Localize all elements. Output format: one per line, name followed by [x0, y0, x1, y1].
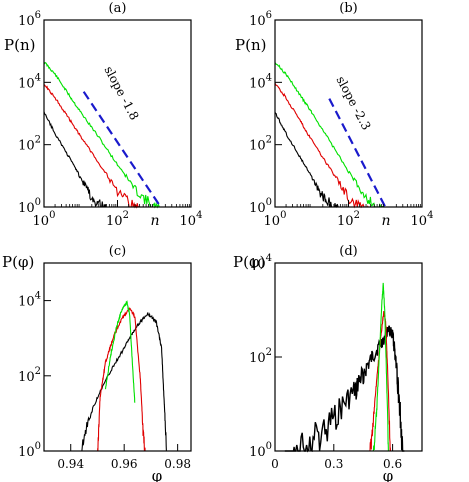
series-line: [274, 82, 371, 209]
panel-label: (a): [109, 1, 127, 16]
y-tick-label: 106: [18, 10, 41, 29]
y-tick-label: 100: [249, 197, 272, 216]
series-line: [372, 282, 389, 452]
series-line: [43, 61, 166, 209]
x-tick-label: 104: [411, 210, 434, 229]
plot-frame: [43, 262, 192, 452]
y-tick-label: 102: [249, 347, 272, 366]
series-line: [43, 84, 149, 209]
panel-d: (d) 0 0.3 0.6 100 102 104 φ P(φ): [233, 244, 423, 482]
x-tick-label: 104: [180, 210, 203, 229]
plot-frame: [274, 19, 423, 208]
series-line: [97, 306, 146, 452]
x-tick-label: 102: [337, 210, 360, 229]
panel-a: (a) slope -1.8 100 102 104 100 102 104 106 n P(n): [4, 1, 202, 229]
y-tick-label: 106: [249, 10, 272, 29]
y-tick-label: 100: [18, 197, 41, 216]
y-axis-label: P(φ): [2, 253, 34, 271]
y-axis-label: P(n): [4, 36, 35, 54]
y-tick-label: 100: [18, 441, 41, 460]
x-tick-label: 0.96: [111, 457, 138, 471]
x-tick-label: 0: [271, 457, 279, 471]
panel-label: (c): [109, 244, 126, 259]
panel-label: (b): [339, 1, 357, 16]
series-line: [369, 310, 392, 452]
series-line: [274, 62, 386, 208]
x-tick-label: 100: [264, 210, 287, 229]
series-line: [274, 111, 341, 208]
slope-annotation: slope -1.8: [102, 64, 142, 123]
x-axis-label: φ: [152, 467, 163, 482]
panel-b: (b) slope -2.3 100 102 104 100 102 104 106 n P(n): [235, 1, 433, 229]
panel-label: (d): [339, 244, 357, 259]
y-axis-label: P(φ): [233, 253, 265, 271]
slope-annotation: slope -2.3: [334, 74, 374, 133]
y-tick-label: 104: [18, 291, 41, 310]
x-tick-label: 0.98: [164, 457, 191, 471]
slope-guide-line: [328, 98, 387, 208]
series-line: [104, 300, 136, 403]
y-tick-label: 104: [249, 72, 272, 91]
x-tick-label: 0.6: [383, 457, 402, 471]
y-tick-label: 104: [18, 72, 41, 91]
y-tick-label: 100: [249, 441, 272, 460]
x-axis-label: n: [381, 213, 390, 229]
series-line: [78, 312, 167, 452]
panel-c: (c) 0.94 0.96 0.98 100 102 104 φ P(φ): [2, 244, 192, 482]
y-tick-label: 104: [249, 253, 272, 272]
slope-guide-line: [82, 91, 162, 208]
x-tick-label: 0.3: [324, 457, 343, 471]
x-tick-label: 102: [106, 210, 129, 229]
x-axis-label: n: [150, 213, 159, 229]
x-axis-label: φ: [383, 467, 394, 482]
series-line: [284, 325, 405, 453]
y-tick-label: 102: [18, 135, 41, 154]
y-axis-label: P(n): [235, 36, 266, 54]
x-tick-label: 100: [33, 210, 56, 229]
x-tick-label: 0.94: [57, 457, 84, 471]
y-tick-label: 102: [249, 135, 272, 154]
series-line: [43, 111, 110, 208]
y-tick-label: 102: [18, 366, 41, 385]
